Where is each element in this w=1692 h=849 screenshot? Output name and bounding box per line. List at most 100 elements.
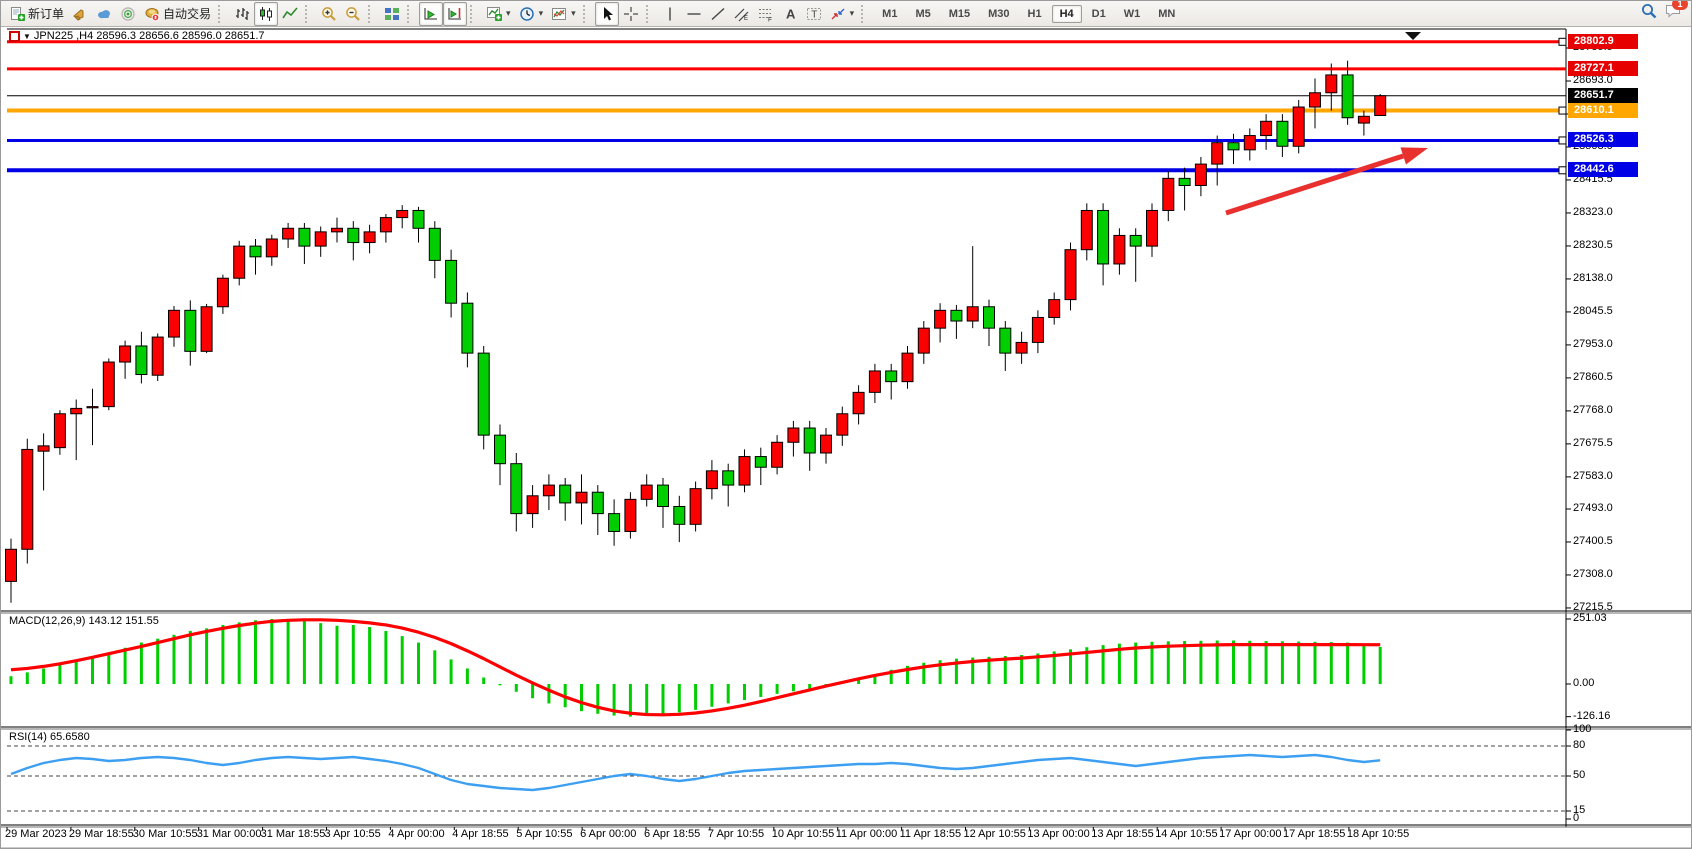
new-order-icon	[9, 6, 25, 22]
vertical-line-button[interactable]	[658, 2, 682, 26]
price-axis-tick: 27583.0	[1573, 469, 1613, 482]
indicators-button[interactable]: ▾	[482, 2, 515, 26]
bar-chart-button[interactable]	[230, 2, 254, 26]
auto-trading-button[interactable]: 自动交易	[140, 2, 215, 26]
tile-windows-icon	[384, 6, 400, 22]
notification-badge: 1	[1672, 1, 1688, 10]
timeframe-m5-button[interactable]: M5	[915, 7, 931, 20]
vertical-line-icon	[662, 6, 678, 22]
cloud-icon	[96, 6, 112, 22]
cursor-button[interactable]	[594, 1, 619, 26]
timeframe-d1-button[interactable]: D1	[1091, 7, 1106, 20]
timeframe-h1-button[interactable]: H1	[1027, 7, 1042, 20]
timeframe-m1-button[interactable]: M1	[882, 7, 898, 20]
equidistant-channel-button[interactable]: E	[730, 2, 754, 26]
text-button[interactable]: A	[778, 2, 802, 26]
date-axis-label: 14 Apr 10:55	[1155, 828, 1218, 840]
cloud-button[interactable]	[92, 2, 116, 26]
zoom-in-button[interactable]	[317, 2, 341, 26]
price-axis-tick: 28045.5	[1573, 304, 1613, 317]
indicators-icon	[486, 6, 503, 22]
fibonacci-button[interactable]: F	[754, 2, 778, 26]
text-label-button[interactable]: T	[802, 2, 826, 26]
price-axis-tick: 27768.0	[1573, 403, 1613, 416]
line-chart-button[interactable]	[278, 2, 302, 26]
price-level-box[interactable]: 28727.1	[1568, 60, 1638, 76]
down-triangle-marker[interactable]	[1405, 32, 1421, 40]
chart-shift-icon	[447, 6, 463, 22]
chart-canvas[interactable]	[1, 27, 1692, 849]
templates-icon	[551, 6, 567, 22]
line-chart-icon	[282, 6, 298, 22]
search-button[interactable]	[1641, 3, 1657, 24]
date-axis-label: 6 Apr 18:55	[644, 828, 701, 840]
trend-arrow-annotation[interactable]	[1225, 147, 1428, 216]
price-level-box[interactable]: 28651.7	[1568, 87, 1638, 103]
tile-windows-button[interactable]	[380, 2, 404, 26]
svg-text:A: A	[786, 6, 796, 21]
date-axis-label: 17 Apr 00:00	[1219, 828, 1282, 840]
main-toolbar: 新订单 自动交易 ▾ ▾ ▾ E F A T ▾ M1 M5 M15 M30 H1 H4 D1 W1 MN 1	[1, 1, 1691, 27]
equidistant-channel-icon: E	[734, 6, 750, 22]
candlestick-chart-button[interactable]	[254, 1, 279, 26]
crosshair-button[interactable]	[619, 2, 643, 26]
new-order-button[interactable]: 新订单	[5, 2, 68, 26]
price-level-box[interactable]: 28442.6	[1568, 162, 1638, 178]
price-level-box[interactable]: 28802.9	[1568, 33, 1638, 49]
cursor-icon	[599, 6, 615, 22]
chart-shift-button[interactable]	[443, 1, 468, 26]
horizontal-line-button[interactable]	[682, 2, 706, 26]
timeframe-m30-button[interactable]: M30	[988, 7, 1010, 20]
timeframe-m15-button[interactable]: M15	[948, 7, 971, 20]
notifications-button[interactable]: 1	[1665, 1, 1688, 24]
bar-chart-icon	[234, 6, 250, 22]
price-level-box[interactable]: 28610.1	[1568, 102, 1638, 118]
toolbar-separator	[861, 4, 870, 23]
sounds-button[interactable]	[68, 2, 92, 26]
chevron-down-icon: ▾	[538, 8, 544, 18]
rsi-pane	[7, 745, 1566, 812]
price-level-box[interactable]: 28526.3	[1568, 132, 1638, 148]
timeframe-h4-button[interactable]: H4	[1051, 4, 1082, 23]
line-handle[interactable]	[1558, 37, 1567, 46]
signals-button[interactable]	[116, 2, 140, 26]
macd-signal-line	[10, 618, 1381, 717]
chart-dropdown-icon: ▼	[23, 31, 31, 41]
macd-axis-tick: 251.03	[1573, 612, 1607, 624]
periods-button[interactable]: ▾	[515, 2, 548, 26]
line-handle[interactable]	[1558, 106, 1567, 115]
periods-icon	[519, 6, 535, 22]
macd-pane	[9, 618, 1382, 717]
text-icon: A	[782, 6, 798, 22]
horizontal-level-lines[interactable]	[7, 40, 1566, 173]
rsi-axis-tick: 15	[1573, 804, 1586, 816]
rsi-axis-tick: 0	[1573, 812, 1580, 824]
date-axis-label: 4 Apr 18:55	[452, 828, 509, 840]
sounds-icon	[72, 6, 88, 22]
auto-trading-icon	[144, 6, 160, 22]
line-handle[interactable]	[1558, 136, 1567, 145]
price-axis-tick: 27493.0	[1573, 501, 1613, 514]
line-handle[interactable]	[1558, 166, 1567, 175]
templates-button[interactable]: ▾	[547, 2, 580, 26]
toolbar-separator	[582, 4, 592, 23]
zoom-out-button[interactable]	[341, 2, 365, 26]
date-axis-label: 10 Apr 10:55	[771, 828, 835, 840]
price-axis-tick: 27308.0	[1573, 567, 1613, 580]
zoom-in-icon	[321, 6, 337, 22]
date-axis-label: 3 Apr 10:55	[324, 828, 381, 840]
timeframe-mn-button[interactable]: MN	[1158, 7, 1176, 20]
auto-scroll-button[interactable]	[419, 1, 444, 26]
chart-window[interactable]: ▼ JPN225 ,H4 28596.3 28656.6 28596.0 286…	[1, 27, 1692, 849]
date-axis-label: 11 Apr 18:55	[899, 828, 962, 840]
date-axis-label: 17 Apr 18:55	[1283, 828, 1346, 840]
arrows-button[interactable]: ▾	[826, 2, 859, 26]
trendline-button[interactable]	[706, 2, 730, 26]
timeframe-w1-button[interactable]: W1	[1123, 7, 1141, 20]
chevron-down-icon: ▾	[571, 8, 576, 18]
candlestick-chart-icon	[258, 6, 274, 22]
chart-symbol-title: ▼ JPN225 ,H4 28596.3 28656.6 28596.0 286…	[9, 30, 265, 42]
price-axis-tick: 28138.0	[1573, 271, 1613, 284]
price-axis-tick: 27400.5	[1573, 534, 1613, 547]
trendline-icon	[710, 6, 726, 22]
